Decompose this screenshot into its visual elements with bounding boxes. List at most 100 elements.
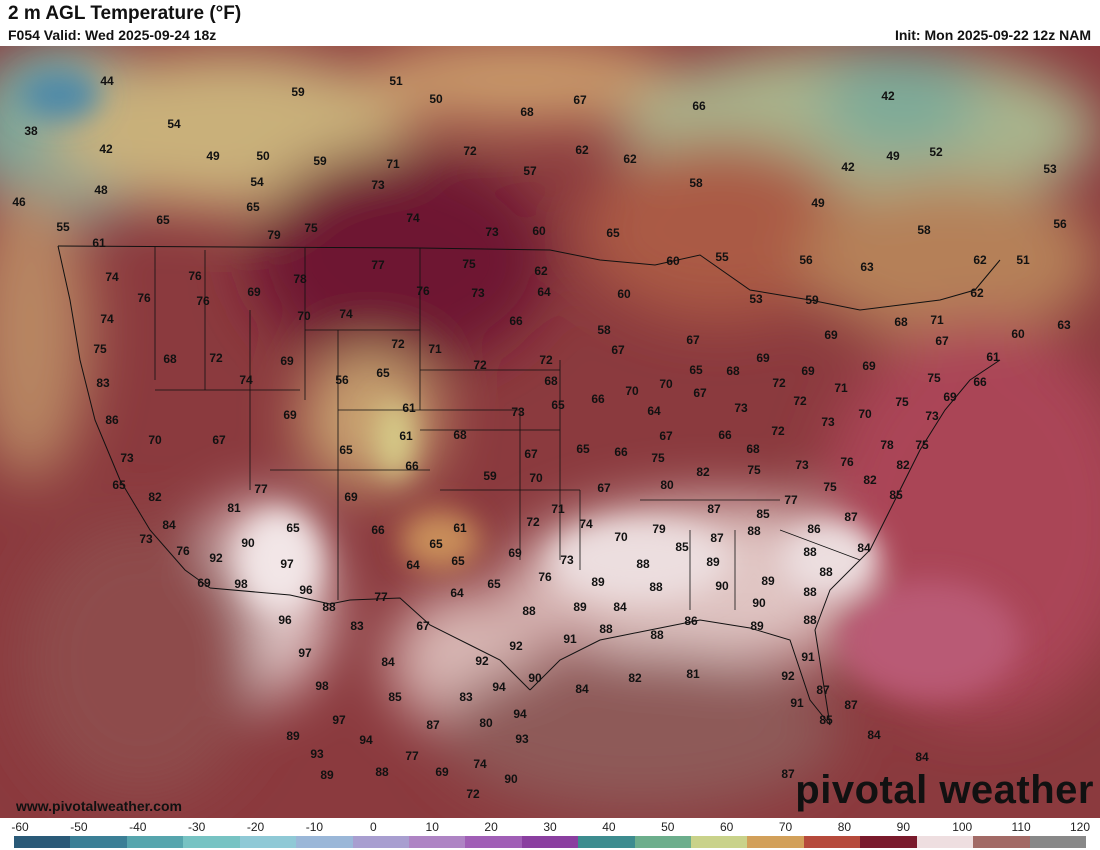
temperature-label: 70 bbox=[614, 530, 628, 544]
temperature-label: 49 bbox=[886, 149, 900, 163]
temperature-label: 75 bbox=[651, 451, 665, 465]
temperature-label: 90 bbox=[752, 596, 766, 610]
temperature-label: 73 bbox=[925, 409, 939, 423]
temperature-map: 44 59 51 50 68 67 66 42 38 54 42 49 50 59 71 72 62 62 49 52… bbox=[0, 46, 1100, 818]
temperature-label: 72 bbox=[772, 376, 786, 390]
temperature-label: 89 bbox=[286, 729, 300, 743]
temperature-label: 64 bbox=[537, 285, 551, 299]
color-scale-segment bbox=[578, 836, 635, 848]
temperature-label: 72 bbox=[209, 351, 223, 365]
temperature-label: 65 bbox=[606, 226, 620, 240]
temperature-label: 86 bbox=[684, 614, 698, 628]
temperature-label: 76 bbox=[538, 570, 552, 584]
color-scale-segment bbox=[634, 836, 692, 848]
temperature-label: 89 bbox=[573, 600, 587, 614]
temperature-label: 60 bbox=[1011, 327, 1025, 341]
temperature-label: 66 bbox=[614, 445, 628, 459]
temperature-label: 86 bbox=[105, 413, 119, 427]
temperature-label: 73 bbox=[371, 178, 385, 192]
temperature-label: 55 bbox=[56, 220, 70, 234]
temperature-label: 75 bbox=[747, 463, 761, 477]
coastline bbox=[57, 245, 1001, 726]
color-scale-segment bbox=[14, 836, 71, 848]
color-scale-segment bbox=[691, 836, 748, 848]
temperature-label: 64 bbox=[406, 558, 420, 572]
color-scale-tick-label: 80 bbox=[837, 820, 852, 834]
temperature-label: 49 bbox=[206, 149, 220, 163]
temperature-label: 58 bbox=[917, 223, 931, 237]
color-scale-tick-label: 40 bbox=[602, 820, 616, 834]
temperature-label: 82 bbox=[896, 458, 910, 472]
temperature-label: 96 bbox=[299, 583, 313, 597]
temperature-label: 59 bbox=[313, 154, 327, 168]
temperature-label: 71 bbox=[930, 313, 944, 327]
temperature-label: 65 bbox=[112, 478, 126, 492]
temperature-label: 65 bbox=[487, 577, 501, 591]
temperature-label: 84 bbox=[915, 750, 929, 764]
temperature-label: 88 bbox=[522, 604, 536, 618]
temperature-label: 67 bbox=[935, 334, 949, 348]
temperature-label: 77 bbox=[374, 590, 388, 604]
temperature-label: 71 bbox=[834, 381, 848, 395]
temperature-label: 87 bbox=[844, 698, 858, 712]
temperature-label: 88 bbox=[803, 545, 817, 559]
temperature-label: 89 bbox=[320, 768, 334, 782]
temperature-label: 76 bbox=[188, 269, 202, 283]
temperature-label: 75 bbox=[823, 480, 837, 494]
temperature-label: 76 bbox=[196, 294, 210, 308]
temperature-label: 93 bbox=[310, 747, 324, 761]
temperature-label: 77 bbox=[371, 258, 385, 272]
temperature-label: 65 bbox=[551, 398, 565, 412]
temperature-label: 85 bbox=[756, 507, 770, 521]
temperature-label: 62 bbox=[970, 286, 984, 300]
color-scale-tick-label: 20 bbox=[484, 820, 498, 834]
temperature-label: 62 bbox=[575, 143, 589, 157]
color-scale-tick-label: -10 bbox=[305, 820, 324, 834]
color-scale-tick-label: 10 bbox=[425, 820, 439, 834]
color-scale-segment bbox=[973, 836, 1030, 848]
temperature-label: 88 bbox=[599, 622, 613, 636]
temperature-label: 69 bbox=[943, 390, 957, 404]
color-scale-segment bbox=[239, 836, 297, 848]
temperature-label: 89 bbox=[750, 619, 764, 633]
temperature-label: 91 bbox=[563, 632, 577, 646]
temperature-label: 64 bbox=[450, 586, 464, 600]
temperature-label: 70 bbox=[625, 384, 639, 398]
temperature-label: 42 bbox=[881, 89, 895, 103]
color-scale-tick-label: 90 bbox=[896, 820, 911, 834]
temperature-label: 66 bbox=[405, 459, 419, 473]
temperature-label: 66 bbox=[718, 428, 732, 442]
temperature-label: 92 bbox=[475, 654, 489, 668]
temperature-label: 56 bbox=[1053, 217, 1067, 231]
temperature-label: 74 bbox=[100, 312, 114, 326]
temperature-label: 72 bbox=[473, 358, 487, 372]
temperature-label: 88 bbox=[649, 580, 663, 594]
temperature-label: 90 bbox=[241, 536, 255, 550]
temperature-label: 68 bbox=[163, 352, 177, 366]
temperature-label: 72 bbox=[793, 394, 807, 408]
temperature-label: 51 bbox=[1016, 253, 1030, 267]
temperature-label: 46 bbox=[12, 195, 26, 209]
temperature-label: 66 bbox=[509, 314, 523, 328]
state-lines bbox=[154, 246, 861, 610]
color-scale-segment bbox=[183, 836, 240, 848]
temperature-label: 50 bbox=[429, 92, 443, 106]
temperature-label: 88 bbox=[819, 565, 833, 579]
temperature-label: 54 bbox=[167, 117, 181, 131]
color-scale-segment bbox=[296, 836, 353, 848]
temperature-label: 70 bbox=[858, 407, 872, 421]
temperature-label: 73 bbox=[139, 532, 153, 546]
temperature-label: 86 bbox=[807, 522, 821, 536]
valid-time: F054 Valid: Wed 2025-09-24 18z bbox=[8, 27, 217, 43]
temperature-label: 67 bbox=[597, 481, 611, 495]
temperature-label: 65 bbox=[286, 521, 300, 535]
temperature-label: 70 bbox=[148, 433, 162, 447]
website-url[interactable]: www.pivotalweather.com bbox=[16, 798, 182, 814]
temperature-label: 78 bbox=[293, 272, 307, 286]
color-scale-strip bbox=[14, 836, 1087, 848]
temperature-label: 80 bbox=[479, 716, 493, 730]
temperature-label: 73 bbox=[511, 405, 525, 419]
temperature-label: 88 bbox=[636, 557, 650, 571]
temperature-label: 69 bbox=[801, 364, 815, 378]
temperature-label: 72 bbox=[526, 515, 540, 529]
